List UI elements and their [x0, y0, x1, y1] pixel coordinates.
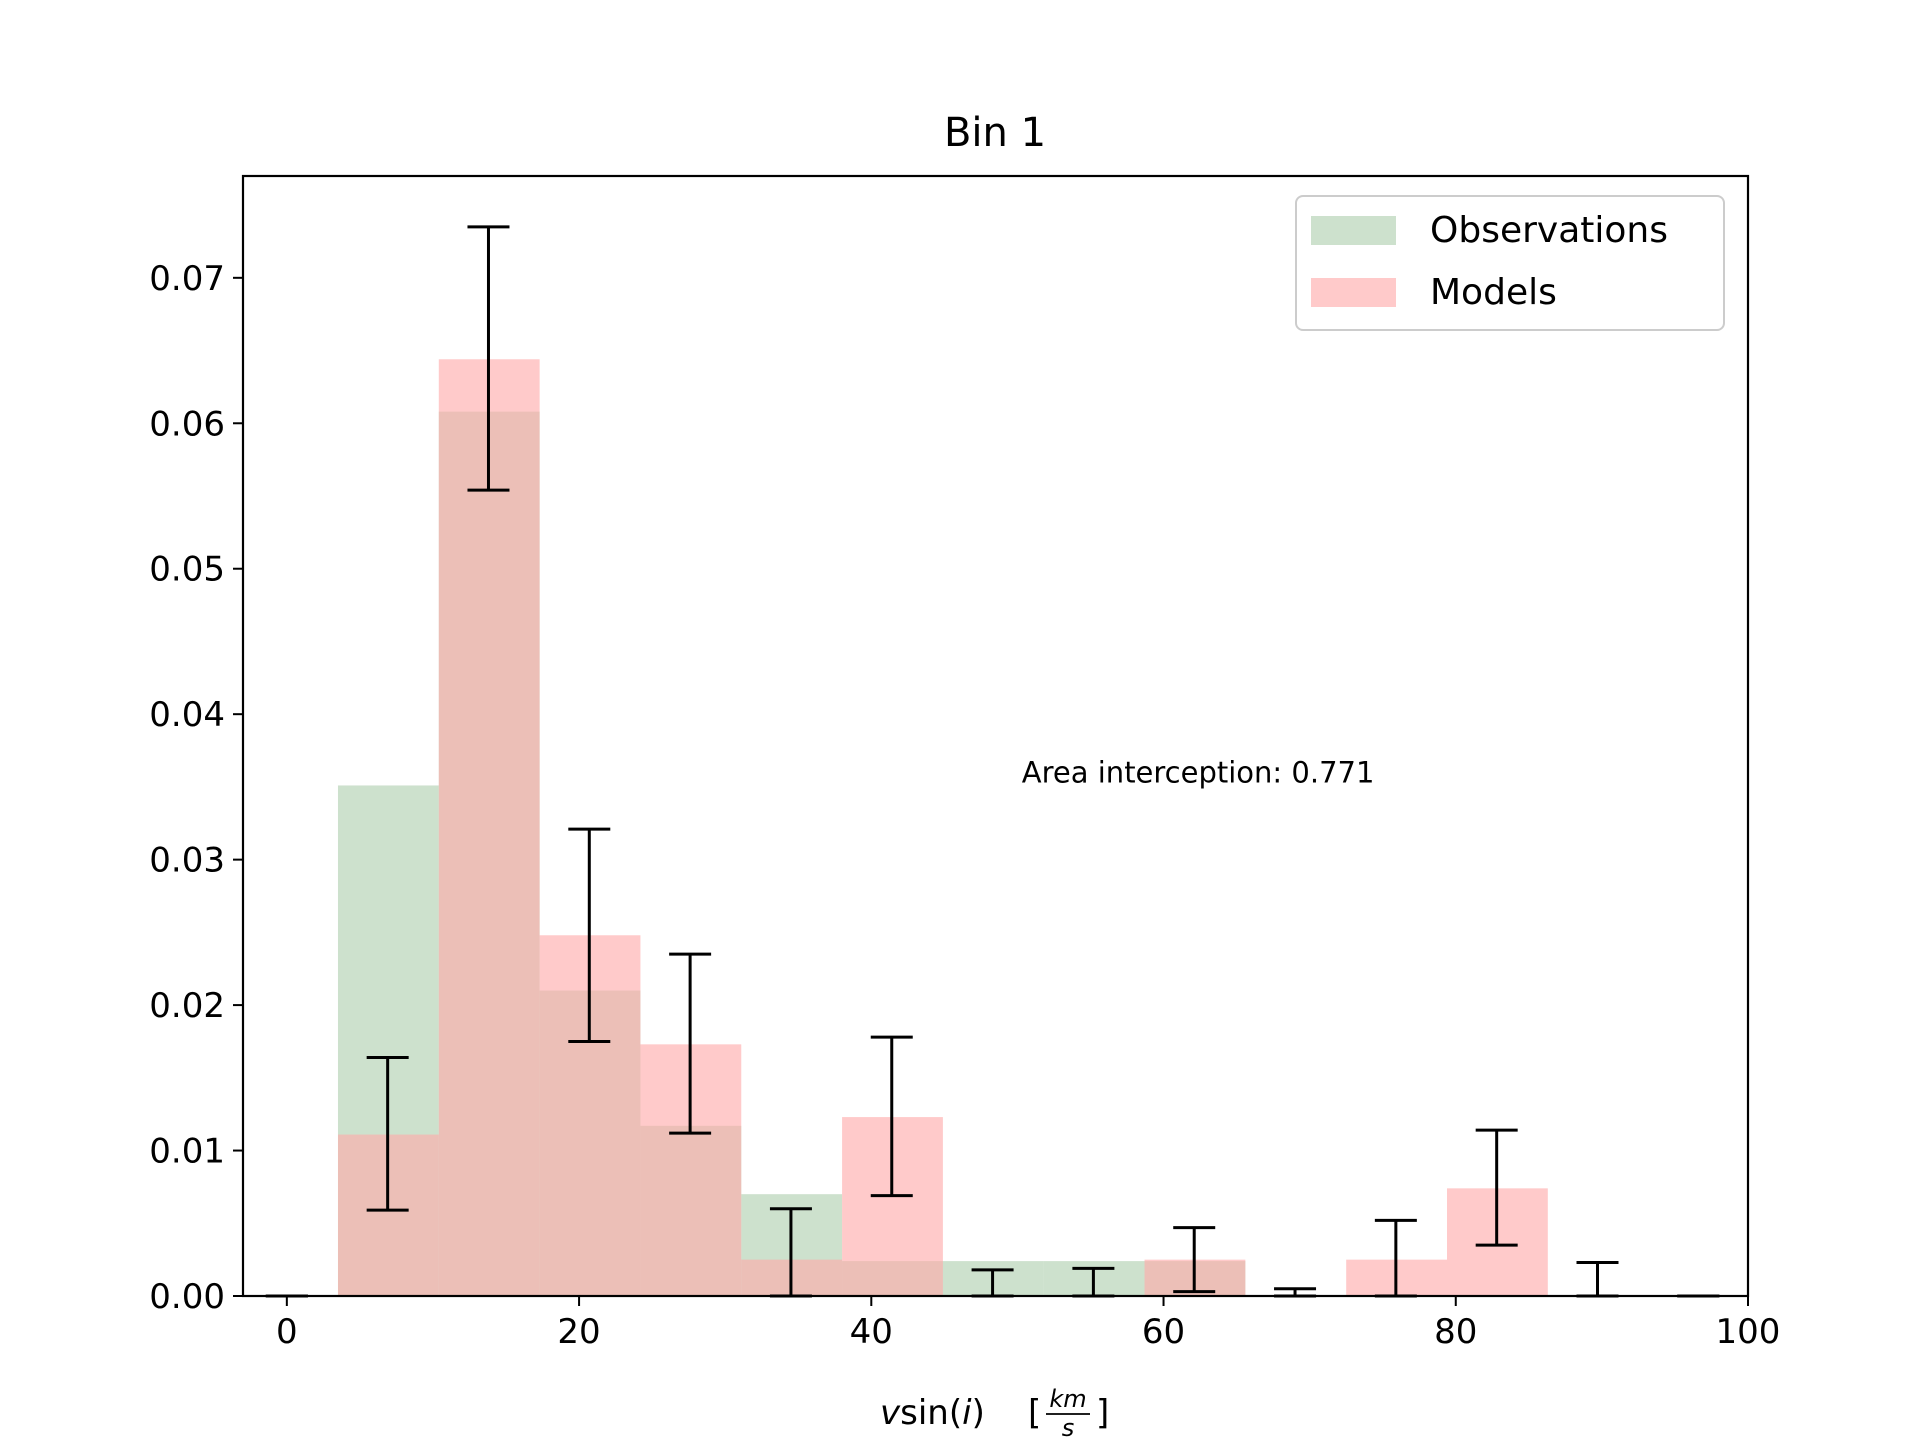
x-label-unit-numerator: km	[1049, 1385, 1086, 1413]
y-axis-ticks: 0.00 0.01 0.02 0.03 0.04 0.05 0.06 0.07	[149, 259, 243, 1317]
models-bars	[337, 359, 1548, 1296]
legend-frame	[1295, 195, 1725, 331]
x-tick-label: 0	[276, 1312, 298, 1352]
x-label-unit-denominator: s	[1062, 1414, 1075, 1440]
chart-title: Bin 1	[944, 110, 1046, 156]
x-tick-label: 40	[850, 1312, 893, 1352]
x-label-i: i	[962, 1393, 972, 1433]
x-axis-ticks: 0 20 40 60 80 100	[276, 1296, 1780, 1352]
error-bars	[265, 225, 1720, 1298]
y-tick-label: 0.05	[149, 550, 225, 590]
legend: Observations Models	[1295, 195, 1725, 331]
models-bar	[438, 359, 540, 1296]
y-tick-label: 0.00	[149, 1277, 225, 1317]
x-label-close-paren: )	[972, 1393, 985, 1433]
x-axis-label: vsin(i)	[880, 1393, 985, 1433]
legend-swatch-models	[1311, 278, 1396, 307]
x-label-sin: sin(	[900, 1393, 962, 1433]
y-tick-label: 0.07	[149, 259, 225, 299]
y-tick-label: 0.06	[149, 404, 225, 444]
y-tick-label: 0.04	[149, 695, 225, 735]
y-tick-label: 0.02	[149, 986, 225, 1026]
x-tick-label: 100	[1716, 1312, 1781, 1352]
legend-swatch-observations	[1311, 216, 1396, 245]
x-label-open-bracket: [	[1028, 1393, 1041, 1433]
x-tick-label: 80	[1434, 1312, 1477, 1352]
plot-frame	[241, 174, 1750, 1298]
y-tick-label: 0.01	[149, 1132, 225, 1172]
legend-label-models: Models	[1430, 272, 1557, 313]
x-label-close-bracket: ]	[1096, 1393, 1109, 1433]
x-label-v: v	[880, 1393, 901, 1433]
x-tick-label: 60	[1142, 1312, 1185, 1352]
y-tick-label: 0.03	[149, 841, 225, 881]
area-interception-annotation: Area interception: 0.771	[1022, 755, 1375, 789]
legend-label-observations: Observations	[1430, 210, 1668, 251]
x-tick-label: 20	[557, 1312, 600, 1352]
